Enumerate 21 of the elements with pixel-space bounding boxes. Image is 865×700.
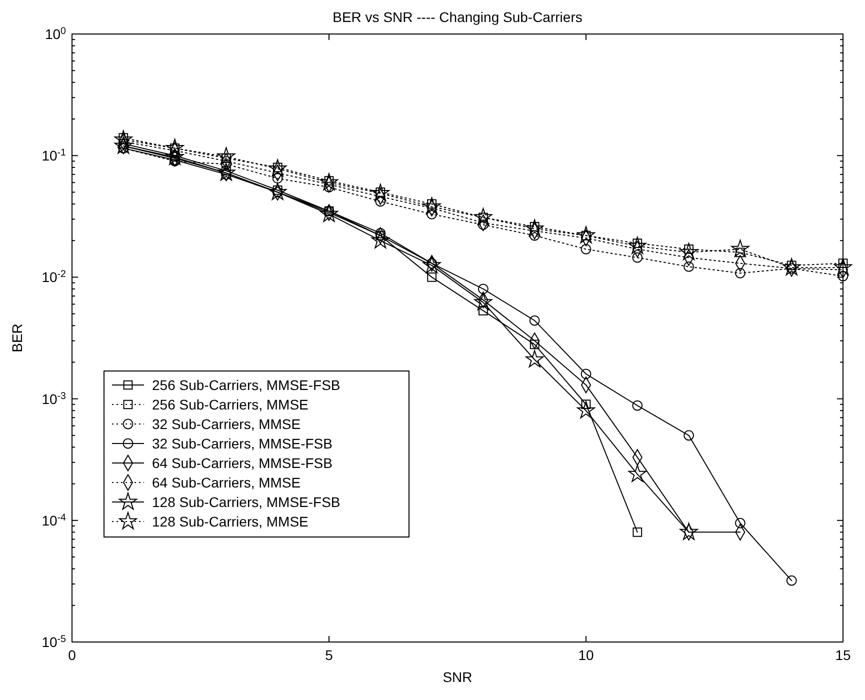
chart-title: BER vs SNR ---- Changing Sub-Carriers [332,9,582,25]
y-tick-label: 10$^{0}$ [44,26,67,42]
legend-label: 128 Sub-Carriers, MMSE-FSB [152,494,340,510]
x-tick-label: 0 [68,647,76,663]
legend-label: 256 Sub-Carriers, MMSE-FSB [152,377,340,393]
x-axis-title: SNR [442,669,472,685]
legend-label: 128 Sub-Carriers, MMSE [152,514,308,530]
x-tick-label: 10 [578,647,594,663]
x-tick-label: 15 [835,647,851,663]
y-tick-label: 10$^{-4}$ [42,512,67,528]
y-axis-title: BER [9,324,25,352]
legend-label: 64 Sub-Carriers, MMSE-FSB [152,455,332,471]
legend-label: 32 Sub-Carriers, MMSE [152,416,301,432]
y-tick-label: 10$^{-2}$ [42,268,66,286]
y-tick-label: 10$^{-1}$ [42,147,66,164]
y-tick-label: 10$^{-3}$ [42,390,67,407]
legend-label: 32 Sub-Carriers, MMSE-FSB [152,436,332,452]
legend-label: 64 Sub-Carriers, MMSE [152,474,301,490]
legend-label: 256 Sub-Carriers, MMSE [152,396,308,412]
x-tick-label: 5 [325,647,334,663]
y-tick-label: 10$^{-5}$ [42,634,67,650]
